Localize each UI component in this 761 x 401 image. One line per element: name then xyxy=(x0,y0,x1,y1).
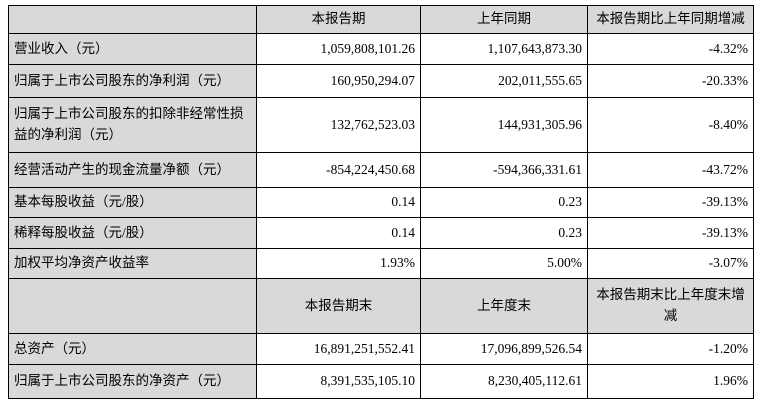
table-row-diluted-eps: 稀释每股收益（元/股） 0.14 0.23 -39.13% xyxy=(8,217,754,249)
value-current-period: 1.93% xyxy=(256,248,421,279)
value-current-period: 16,891,251,552.41 xyxy=(256,333,421,365)
value-prior-period: 202,011,555.65 xyxy=(420,64,588,98)
value-current-period: 132,762,523.03 xyxy=(256,97,421,153)
value-prior-period: 144,931,305.96 xyxy=(420,97,588,153)
row-label: 经营活动产生的现金流量净额（元） xyxy=(8,152,257,188)
section2-header-prior-year-end: 上年度末 xyxy=(420,278,588,334)
value-change: -4.32% xyxy=(587,33,754,65)
table-row-weighted-avg-roe: 加权平均净资产收益率 1.93% 5.00% -3.07% xyxy=(8,248,754,279)
value-change: -20.33% xyxy=(587,64,754,98)
value-prior-period: 8,230,405,112.61 xyxy=(420,364,588,399)
table-row-total-assets: 总资产（元） 16,891,251,552.41 17,096,899,526.… xyxy=(8,333,754,365)
value-change: -1.20% xyxy=(587,333,754,365)
value-prior-period: -594,366,331.61 xyxy=(420,152,588,188)
table-row-net-profit: 归属于上市公司股东的净利润（元） 160,950,294.07 202,011,… xyxy=(8,64,754,98)
section2-header-row: 本报告期末 上年度末 本报告期末比上年度末增减 xyxy=(8,278,754,334)
value-change: -39.13% xyxy=(587,187,754,218)
value-change: -8.40% xyxy=(587,97,754,153)
value-prior-period: 0.23 xyxy=(420,187,588,218)
table-row-operating-revenue: 营业收入（元） 1,059,808,101.26 1,107,643,873.3… xyxy=(8,33,754,65)
row-label: 营业收入（元） xyxy=(8,33,257,65)
table-row-net-assets: 归属于上市公司股东的净资产（元） 8,391,535,105.10 8,230,… xyxy=(8,364,754,399)
value-prior-period: 1,107,643,873.30 xyxy=(420,33,588,65)
row-label: 归属于上市公司股东的扣除非经常性损益的净利润（元） xyxy=(8,97,257,153)
value-prior-period: 17,096,899,526.54 xyxy=(420,333,588,365)
row-label: 总资产（元） xyxy=(8,333,257,365)
value-change: 1.96% xyxy=(587,364,754,399)
value-current-period: 1,059,808,101.26 xyxy=(256,33,421,65)
section1-header-prior-period: 上年同期 xyxy=(420,5,588,34)
section2-header-period-end: 本报告期末 xyxy=(256,278,421,334)
section2-header-empty-cell xyxy=(8,278,257,334)
section2-header-change: 本报告期末比上年度末增减 xyxy=(587,278,754,334)
value-prior-period: 0.23 xyxy=(420,217,588,249)
section1-header-row: 本报告期 上年同期 本报告期比上年同期增减 xyxy=(8,5,754,34)
row-label: 归属于上市公司股东的净利润（元） xyxy=(8,64,257,98)
value-current-period: -854,224,450.68 xyxy=(256,152,421,188)
row-label: 基本每股收益（元/股） xyxy=(8,187,257,218)
row-label: 稀释每股收益（元/股） xyxy=(8,217,257,249)
table-row-operating-cash-flow: 经营活动产生的现金流量净额（元） -854,224,450.68 -594,36… xyxy=(8,152,754,188)
table-row-basic-eps: 基本每股收益（元/股） 0.14 0.23 -39.13% xyxy=(8,187,754,218)
value-change: -3.07% xyxy=(587,248,754,279)
section1-header-change: 本报告期比上年同期增减 xyxy=(587,5,754,34)
value-prior-period: 5.00% xyxy=(420,248,588,279)
value-change: -39.13% xyxy=(587,217,754,249)
value-current-period: 8,391,535,105.10 xyxy=(256,364,421,399)
row-label: 归属于上市公司股东的净资产（元） xyxy=(8,364,257,399)
value-change: -43.72% xyxy=(587,152,754,188)
value-current-period: 0.14 xyxy=(256,217,421,249)
section1-header-empty-cell xyxy=(8,5,257,34)
section1-header-current-period: 本报告期 xyxy=(256,5,421,34)
value-current-period: 0.14 xyxy=(256,187,421,218)
row-label: 加权平均净资产收益率 xyxy=(8,248,257,279)
table-row-net-profit-excl-nonrecurring: 归属于上市公司股东的扣除非经常性损益的净利润（元） 132,762,523.03… xyxy=(8,97,754,153)
financial-summary-table: 本报告期 上年同期 本报告期比上年同期增减 营业收入（元） 1,059,808,… xyxy=(8,5,754,399)
value-current-period: 160,950,294.07 xyxy=(256,64,421,98)
